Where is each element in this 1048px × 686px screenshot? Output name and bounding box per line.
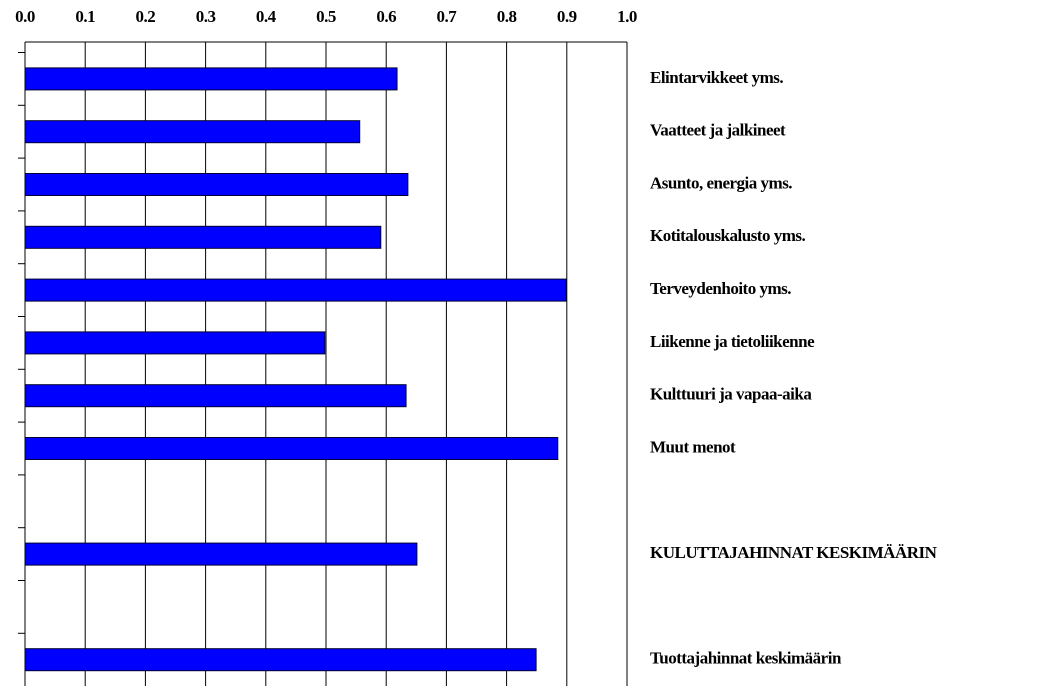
x-tick-label: 0.1 — [75, 7, 95, 26]
x-tick-label: 0.2 — [136, 7, 156, 26]
bar — [24, 384, 407, 408]
x-tick-label: 0.5 — [316, 7, 336, 26]
x-tick-label: 0.8 — [497, 7, 517, 26]
bar — [24, 542, 418, 566]
bar — [24, 648, 537, 672]
x-tick-label: 0.4 — [256, 7, 277, 26]
x-tick-label: 0.6 — [376, 7, 396, 26]
category-label: Kulttuuri ja vapaa-aika — [650, 385, 812, 404]
category-label: Elintarvikkeet yms. — [650, 68, 783, 87]
bar — [24, 437, 559, 460]
category-label: Liikenne ja tietoliikenne — [650, 332, 815, 351]
category-label: Vaatteet ja jalkineet — [650, 121, 786, 140]
x-tick-label: 0.3 — [196, 7, 216, 26]
x-tick-label: 0.0 — [15, 7, 35, 26]
bar — [24, 278, 567, 302]
category-label: Terveydenhoito yms. — [650, 279, 791, 298]
x-tick-label: 0.9 — [557, 7, 577, 26]
x-tick-label: 0.7 — [437, 7, 458, 26]
category-label: Asunto, energia yms. — [650, 173, 792, 192]
bar — [24, 331, 326, 355]
bar — [24, 120, 361, 144]
category-label: Kotitalouskalusto yms. — [650, 226, 805, 245]
category-label: Tuottajahinnat keskimäärin — [650, 649, 842, 668]
bar — [24, 173, 409, 196]
bar — [24, 67, 398, 91]
bar — [24, 225, 382, 249]
x-tick-label: 1.0 — [617, 7, 637, 26]
category-label: Muut menot — [650, 437, 736, 456]
category-label: KULUTTAJAHINNAT KESKIMÄÄRIN — [650, 543, 938, 562]
